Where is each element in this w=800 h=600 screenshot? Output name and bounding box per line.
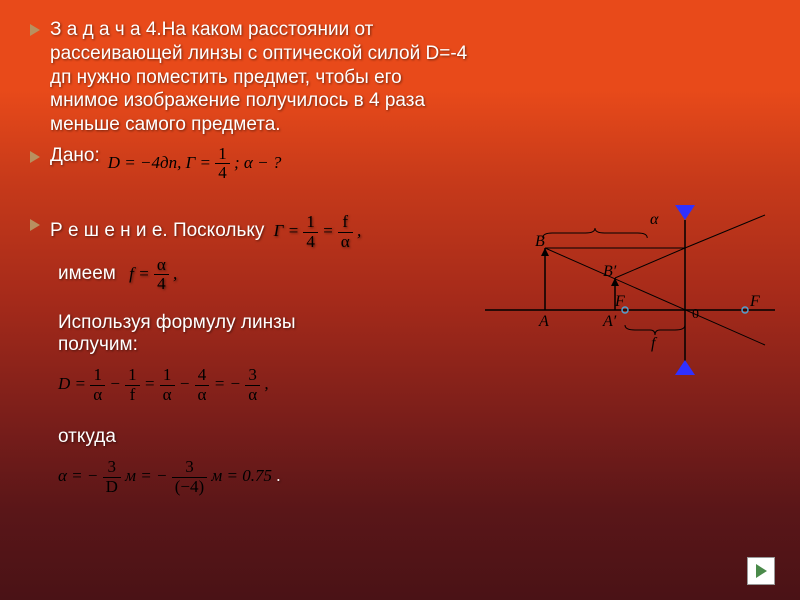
aeq: α = − bbox=[58, 466, 98, 485]
fn: 3 bbox=[103, 458, 121, 478]
eq: = bbox=[214, 374, 225, 393]
bullet-icon bbox=[30, 24, 40, 36]
lens-diagram: B B′ A A′ F F 0 α f bbox=[485, 200, 775, 380]
eq: = bbox=[140, 466, 151, 485]
fn: α bbox=[154, 256, 169, 276]
d-formula: D = 1α − 1f = 1α − 4α = − 3α , bbox=[58, 366, 269, 404]
label-b: B bbox=[535, 233, 545, 250]
result: = 0.75 bbox=[227, 466, 272, 485]
given-label: Дано: bbox=[50, 145, 100, 167]
given-formula: D = −4дп, Г = 14 ; α − ? bbox=[108, 145, 282, 183]
fn: 4 bbox=[195, 366, 210, 386]
formula-g-pre: Г = bbox=[186, 153, 211, 172]
fn: 1 bbox=[303, 213, 318, 233]
play-icon bbox=[756, 564, 767, 578]
fd: (−4) bbox=[172, 478, 207, 497]
feq: f = bbox=[129, 264, 149, 283]
bullet-icon bbox=[30, 151, 40, 163]
next-button[interactable] bbox=[747, 557, 775, 585]
alpha-formula: α = − 3D м = − 3(−4) м = 0.75 . bbox=[58, 458, 281, 496]
have: имеем bbox=[58, 263, 116, 284]
m: м bbox=[211, 466, 222, 485]
fd: 4 bbox=[154, 275, 169, 294]
fn: f bbox=[338, 213, 353, 233]
fd: α bbox=[160, 386, 175, 405]
label-bp: B′ bbox=[603, 263, 617, 280]
minus: − bbox=[229, 374, 240, 393]
fn: 1 bbox=[90, 366, 105, 386]
formula-d: D = −4дп, bbox=[108, 153, 182, 172]
label-f1: F bbox=[614, 293, 625, 310]
fd: α bbox=[90, 386, 105, 405]
fd: α bbox=[245, 386, 260, 405]
g-eq: Г = bbox=[274, 221, 299, 240]
m: м bbox=[125, 466, 136, 485]
solution-since: Р е ш е н и е. Поскольку bbox=[50, 220, 264, 241]
fd: α bbox=[338, 233, 353, 252]
fn: 1 bbox=[125, 366, 140, 386]
minus: − bbox=[179, 374, 190, 393]
label-f: f bbox=[651, 335, 658, 352]
fn: 3 bbox=[245, 366, 260, 386]
frac-den: 4 bbox=[215, 164, 230, 183]
gamma-formula: Г = 14 = fα , bbox=[274, 213, 362, 251]
formula-ask: ; α − ? bbox=[234, 153, 281, 172]
fn: 1 bbox=[160, 366, 175, 386]
minus: − bbox=[156, 466, 167, 485]
label-f2: F bbox=[749, 293, 760, 310]
fn: 3 bbox=[172, 458, 207, 478]
fd: D bbox=[103, 478, 121, 497]
label-ap: A′ bbox=[602, 313, 617, 330]
frac-num: 1 bbox=[215, 145, 230, 165]
using-text: Используя формулу линзы получим: bbox=[58, 312, 378, 356]
dot: . bbox=[276, 466, 280, 485]
eq: = bbox=[322, 221, 333, 240]
label-a: A bbox=[538, 313, 549, 330]
from-text: откуда bbox=[58, 426, 770, 448]
problem-text: З а д а ч а 4.На каком расстоянии от рас… bbox=[50, 18, 470, 137]
label-alpha: α bbox=[650, 211, 659, 228]
fd: 4 bbox=[303, 233, 318, 252]
minus: − bbox=[109, 374, 120, 393]
fd: α bbox=[195, 386, 210, 405]
fd: f bbox=[125, 386, 140, 405]
comma: , bbox=[173, 264, 177, 283]
solution-label: Р е ш е н и е. Поскольку Г = 14 = fα , bbox=[50, 213, 361, 251]
deq: D = bbox=[58, 374, 86, 393]
comma: , bbox=[357, 221, 361, 240]
f-formula: f = α4 , bbox=[129, 256, 177, 294]
label-zero: 0 bbox=[692, 307, 699, 322]
comma: , bbox=[264, 374, 268, 393]
eq: = bbox=[144, 374, 155, 393]
bullet-icon bbox=[30, 219, 40, 231]
